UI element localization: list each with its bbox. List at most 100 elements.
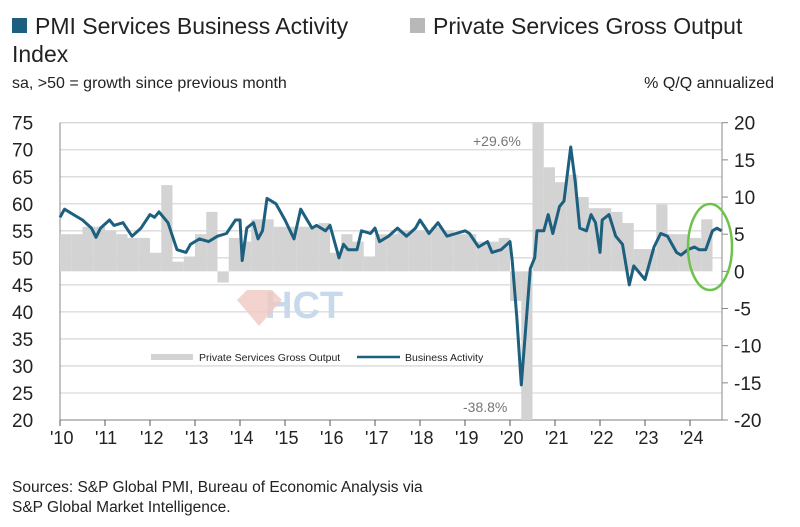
annotation-peak: +29.6% (473, 133, 521, 149)
legend-series-output: Private Services Gross Output (410, 12, 742, 40)
bar-2010Q4 (93, 226, 105, 272)
right-tick-label: -10 (734, 337, 761, 358)
left-tick-label: 55 (12, 222, 33, 243)
watermark-logo-icon (237, 290, 282, 326)
bar-2017Q3 (397, 230, 409, 272)
x-tick-label: '21 (545, 428, 568, 448)
right-tick-label: 0 (734, 262, 745, 283)
bar-2016Q1 (330, 252, 342, 272)
bar-2012Q4 (183, 256, 195, 272)
x-tick-label: '12 (140, 428, 163, 448)
bar-2015Q2 (296, 226, 308, 272)
legend-swatch-pmi (12, 18, 27, 33)
right-tick-label: -20 (734, 411, 761, 432)
business-activity-line (58, 145, 723, 387)
bar-2018Q2 (431, 226, 443, 272)
bar-2014Q3 (262, 219, 274, 272)
bar-2018Q4 (453, 234, 465, 272)
left-axis-subtitle: sa, >50 = growth since previous month (12, 75, 287, 92)
bar-2017Q1 (375, 234, 387, 272)
watermark-logo: HCT (265, 285, 343, 327)
bar-2012Q2 (161, 185, 173, 272)
bar-2023Q2 (656, 204, 668, 272)
left-tick-label: 40 (12, 303, 33, 324)
inner-legend-bar-label: Private Services Gross Output (199, 352, 340, 364)
x-tick-label: '17 (365, 428, 388, 448)
bar-2013Q2 (206, 211, 218, 272)
bar-2017Q4 (408, 230, 420, 272)
left-tick-label: 75 (12, 114, 33, 135)
bar-2010Q1 (60, 234, 72, 272)
x-tick-label: '22 (590, 428, 613, 448)
source-note: Sources: S&P Global PMI, Bureau of Econo… (12, 478, 423, 518)
legend-label-pmi: PMI Services Business Activity Index (12, 13, 349, 67)
legend-series-pmi: PMI Services Business Activity Index (12, 12, 402, 68)
bar-2012Q3 (172, 261, 184, 272)
x-tick-label: '13 (185, 428, 208, 448)
bar-2018Q3 (442, 230, 454, 272)
source-line-2: S&P Global Market Intelligence. (12, 499, 231, 516)
right-tick-label: 20 (734, 114, 755, 135)
bar-2021Q4 (588, 208, 600, 272)
right-tick-label: 10 (734, 188, 755, 209)
x-tick-label: '15 (275, 428, 298, 448)
annotation-trough: -38.8% (463, 399, 507, 415)
left-tick-label: 20 (12, 411, 33, 432)
x-tick-label: '10 (50, 428, 73, 448)
right-tick-label: -5 (734, 300, 751, 321)
bar-2013Q3 (217, 271, 229, 283)
bar-2015Q4 (318, 223, 330, 272)
bar-2022Q1 (600, 208, 612, 272)
bar-2014Q4 (273, 226, 285, 272)
right-tick-label: 5 (734, 225, 745, 246)
right-tick-label: 15 (734, 151, 755, 172)
bar-2016Q4 (363, 256, 375, 272)
source-line-1: Sources: S&P Global PMI, Bureau of Econo… (12, 479, 423, 496)
bar-2010Q2 (71, 234, 83, 272)
bar-2011Q1 (105, 230, 117, 272)
x-tick-label: '24 (680, 428, 703, 448)
bar-2020Q2 (521, 271, 533, 420)
bar-2011Q2 (116, 234, 128, 272)
x-tick-label: '16 (320, 428, 343, 448)
bar-2014Q2 (251, 219, 263, 272)
left-tick-label: 60 (12, 195, 33, 216)
legend-swatch-output (410, 18, 425, 33)
bar-2013Q1 (195, 234, 207, 272)
bar-2020Q3 (532, 122, 544, 272)
bar-2022Q2 (611, 211, 623, 272)
left-tick-label: 35 (12, 330, 33, 351)
bar-2019Q3 (487, 241, 499, 272)
bar-2016Q3 (352, 241, 364, 272)
bar-2011Q3 (127, 237, 139, 272)
left-tick-label: 65 (12, 168, 33, 189)
inner-legend-line-label: Business Activity (405, 352, 484, 364)
right-axis-subtitle: % Q/Q annualized (644, 75, 774, 92)
bar-2017Q2 (386, 234, 398, 272)
bar-2024Q1 (690, 237, 702, 272)
x-tick-label: '11 (95, 428, 117, 448)
bar-2016Q2 (341, 234, 353, 272)
left-tick-label: 45 (12, 276, 33, 297)
highlight-ellipse (686, 202, 734, 292)
bar-2022Q3 (622, 223, 634, 272)
x-tick-label: '18 (410, 428, 433, 448)
bar-2021Q1 (555, 182, 567, 272)
bar-2023Q3 (667, 234, 679, 272)
right-tick-label: -15 (734, 374, 761, 395)
x-tick-label: '23 (635, 428, 658, 448)
left-tick-label: 70 (12, 141, 33, 162)
x-tick-label: '19 (455, 428, 478, 448)
bar-2011Q4 (138, 237, 150, 272)
bar-2021Q3 (577, 197, 589, 272)
bar-2021Q2 (566, 174, 578, 272)
bar-2019Q4 (498, 237, 510, 272)
bar-2010Q3 (82, 226, 94, 272)
x-tick-label: '20 (500, 428, 523, 448)
inner-legend-bar-swatch (151, 354, 193, 360)
bar-2013Q4 (228, 237, 240, 272)
left-tick-label: 30 (12, 357, 33, 378)
left-tick-label: 50 (12, 249, 33, 270)
bar-2019Q2 (476, 241, 488, 272)
